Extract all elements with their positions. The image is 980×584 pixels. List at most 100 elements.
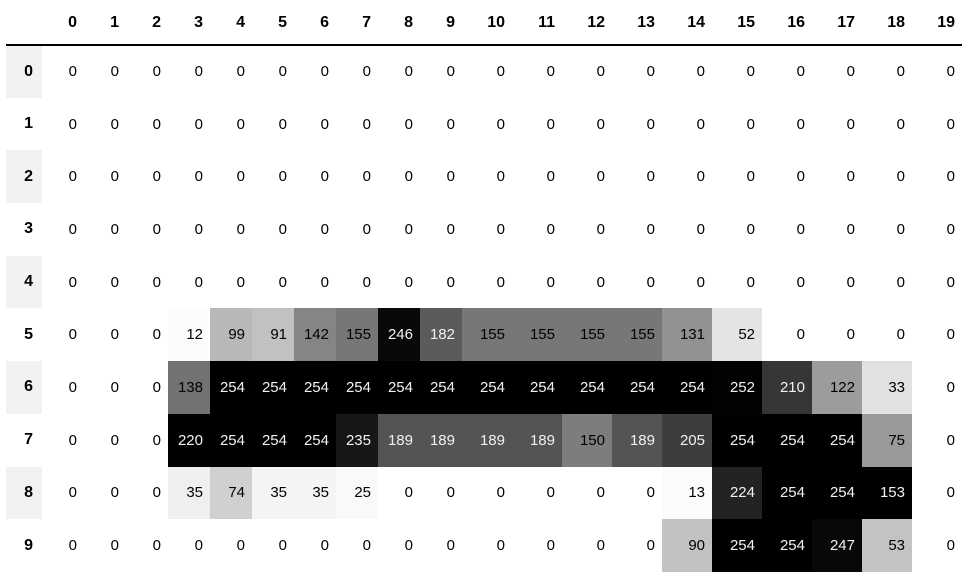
matrix-cell-r9-c10: 0 bbox=[462, 519, 512, 572]
matrix-cell-r0-c3: 0 bbox=[168, 45, 210, 98]
matrix-cell-r5-c3: 12 bbox=[168, 308, 210, 362]
matrix-cell-r1-c11: 0 bbox=[512, 97, 562, 151]
col-header-19: 19 bbox=[912, 2, 962, 46]
matrix-cell-r6-c12: 254 bbox=[562, 361, 612, 414]
col-header-12: 12 bbox=[562, 2, 612, 46]
matrix-cell-r4-c9: 0 bbox=[420, 255, 462, 309]
matrix-cell-r8-c2: 0 bbox=[126, 466, 168, 520]
matrix-cell-r5-c18: 0 bbox=[862, 308, 912, 362]
matrix-cell-r4-c13: 0 bbox=[612, 255, 662, 309]
matrix-cell-r7-c4: 254 bbox=[210, 413, 252, 467]
matrix-cell-r6-c3: 138 bbox=[168, 361, 210, 414]
matrix-cell-r9-c5: 0 bbox=[252, 519, 294, 572]
matrix-cell-r2-c3: 0 bbox=[168, 150, 210, 204]
matrix-cell-r4-c16: 0 bbox=[762, 255, 812, 309]
matrix-cell-r7-c9: 189 bbox=[420, 413, 462, 467]
matrix-cell-r0-c2: 0 bbox=[126, 45, 168, 98]
matrix-cell-r2-c18: 0 bbox=[862, 150, 912, 204]
matrix-cell-r4-c12: 0 bbox=[562, 255, 612, 309]
matrix-cell-r8-c5: 35 bbox=[252, 466, 294, 520]
col-header-13: 13 bbox=[612, 2, 662, 46]
matrix-cell-r7-c12: 150 bbox=[562, 413, 612, 467]
matrix-cell-r0-c14: 0 bbox=[662, 45, 712, 98]
matrix-cell-r1-c16: 0 bbox=[762, 97, 812, 151]
matrix-cell-r4-c6: 0 bbox=[294, 255, 336, 309]
matrix-cell-r0-c9: 0 bbox=[420, 45, 462, 98]
matrix-cell-r5-c15: 52 bbox=[712, 308, 762, 362]
matrix-cell-r6-c14: 254 bbox=[662, 361, 712, 414]
col-header-15: 15 bbox=[712, 2, 762, 46]
matrix-cell-r6-c13: 254 bbox=[612, 361, 662, 414]
matrix-cell-r9-c19: 0 bbox=[912, 519, 962, 572]
matrix-cell-r7-c16: 254 bbox=[762, 413, 812, 467]
matrix-cell-r4-c15: 0 bbox=[712, 255, 762, 309]
matrix-cell-r8-c14: 13 bbox=[662, 466, 712, 520]
matrix-cell-r3-c18: 0 bbox=[862, 203, 912, 256]
matrix-cell-r0-c19: 0 bbox=[912, 45, 962, 98]
matrix-cell-r7-c1: 0 bbox=[84, 413, 126, 467]
matrix-cell-r0-c11: 0 bbox=[512, 45, 562, 98]
matrix-cell-r1-c4: 0 bbox=[210, 97, 252, 151]
matrix-cell-r0-c13: 0 bbox=[612, 45, 662, 98]
matrix-cell-r1-c15: 0 bbox=[712, 97, 762, 151]
matrix-cell-r7-c14: 205 bbox=[662, 413, 712, 467]
column-header-row: 0 1 2 3 4 5 6 7 8 9 10 11 12 13 14 15 16 17 18 19 bbox=[6, 2, 962, 46]
col-header-0: 0 bbox=[42, 2, 84, 46]
matrix-cell-r5-c0: 0 bbox=[42, 308, 84, 362]
matrix-cell-r9-c11: 0 bbox=[512, 519, 562, 572]
matrix-cell-r9-c12: 0 bbox=[562, 519, 612, 572]
matrix-cell-r4-c0: 0 bbox=[42, 255, 84, 309]
matrix-cell-r4-c19: 0 bbox=[912, 255, 962, 309]
matrix-cell-r1-c19: 0 bbox=[912, 97, 962, 151]
matrix-cell-r0-c16: 0 bbox=[762, 45, 812, 98]
matrix-cell-r3-c11: 0 bbox=[512, 203, 562, 256]
table-row-8: 8 0 0 0 35 74 35 35 25 0 0 0 0 0 0 13 224 254 254 153 0 bbox=[6, 466, 962, 520]
matrix-cell-r3-c2: 0 bbox=[126, 203, 168, 256]
matrix-cell-r9-c1: 0 bbox=[84, 519, 126, 572]
matrix-cell-r1-c8: 0 bbox=[378, 97, 420, 151]
matrix-cell-r5-c11: 155 bbox=[512, 308, 562, 362]
matrix-cell-r6-c5: 254 bbox=[252, 361, 294, 414]
matrix-cell-r8-c3: 35 bbox=[168, 466, 210, 520]
col-header-17: 17 bbox=[812, 2, 862, 46]
matrix-cell-r2-c7: 0 bbox=[336, 150, 378, 204]
col-header-2: 2 bbox=[126, 2, 168, 46]
col-header-1: 1 bbox=[84, 2, 126, 46]
matrix-cell-r9-c8: 0 bbox=[378, 519, 420, 572]
matrix-cell-r3-c3: 0 bbox=[168, 203, 210, 256]
row-header-9: 9 bbox=[6, 519, 42, 572]
matrix-cell-r0-c12: 0 bbox=[562, 45, 612, 98]
matrix-cell-r3-c0: 0 bbox=[42, 203, 84, 256]
matrix-cell-r7-c0: 0 bbox=[42, 413, 84, 467]
matrix-cell-r6-c19: 0 bbox=[912, 361, 962, 414]
matrix-cell-r3-c17: 0 bbox=[812, 203, 862, 256]
matrix-cell-r6-c10: 254 bbox=[462, 361, 512, 414]
matrix-cell-r6-c9: 254 bbox=[420, 361, 462, 414]
col-header-5: 5 bbox=[252, 2, 294, 46]
matrix-cell-r8-c16: 254 bbox=[762, 466, 812, 520]
matrix-cell-r7-c19: 0 bbox=[912, 413, 962, 467]
matrix-cell-r8-c17: 254 bbox=[812, 466, 862, 520]
matrix-cell-r7-c11: 189 bbox=[512, 413, 562, 467]
matrix-cell-r5-c19: 0 bbox=[912, 308, 962, 362]
matrix-cell-r1-c14: 0 bbox=[662, 97, 712, 151]
matrix-cell-r1-c17: 0 bbox=[812, 97, 862, 151]
matrix-cell-r9-c9: 0 bbox=[420, 519, 462, 572]
matrix-cell-r8-c19: 0 bbox=[912, 466, 962, 520]
matrix-cell-r0-c10: 0 bbox=[462, 45, 512, 98]
matrix-cell-r5-c17: 0 bbox=[812, 308, 862, 362]
col-header-18: 18 bbox=[862, 2, 912, 46]
col-header-7: 7 bbox=[336, 2, 378, 46]
matrix-cell-r0-c4: 0 bbox=[210, 45, 252, 98]
row-header-2: 2 bbox=[6, 150, 42, 204]
matrix-cell-r9-c13: 0 bbox=[612, 519, 662, 572]
matrix-cell-r1-c0: 0 bbox=[42, 97, 84, 151]
matrix-cell-r5-c7: 155 bbox=[336, 308, 378, 362]
matrix-cell-r6-c17: 122 bbox=[812, 361, 862, 414]
matrix-cell-r9-c18: 53 bbox=[862, 519, 912, 572]
matrix-cell-r2-c19: 0 bbox=[912, 150, 962, 204]
matrix-cell-r3-c10: 0 bbox=[462, 203, 512, 256]
matrix-cell-r7-c8: 189 bbox=[378, 413, 420, 467]
